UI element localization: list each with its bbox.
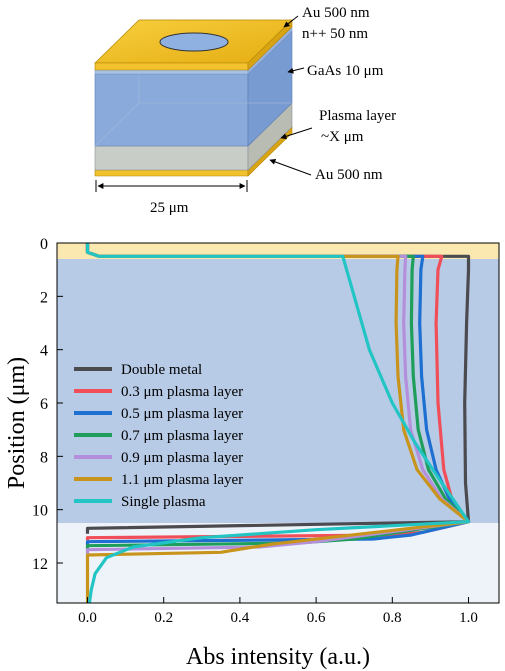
y-tick-label-4: 8	[40, 449, 48, 466]
arrow-top-gold	[283, 15, 299, 28]
x-axis-ticks: 0.0 0.2 0.4 0.6 0.8 1.0	[78, 597, 478, 626]
x-tick-label-5: 1.0	[459, 610, 478, 626]
legend-label-6: Single plasma	[121, 494, 206, 510]
chart: 0.0 0.2 0.4 0.6 0.8 1.0 0 2 4 6 8 10 12 Double meta…	[4, 236, 500, 670]
device-diagram: Au 500 nm n++ 50 nm GaAs 10 μm Plasma la…	[94, 5, 396, 216]
top-gold-side	[247, 19, 293, 71]
label-bottom-gold: Au 500 nm	[315, 167, 383, 183]
legend-label-2: 0.5 μm plasma layer	[121, 406, 243, 422]
top-aperture	[159, 32, 229, 52]
x-tick-label-3: 0.6	[307, 610, 326, 626]
label-plasma-thickness: ~X μm	[321, 129, 364, 145]
x-axis-title: Abs intensity (a.u.)	[186, 644, 370, 670]
legend-label-5: 1.1 μm plasma layer	[121, 472, 243, 488]
series-lines	[85, 243, 471, 604]
label-width: 25 μm	[150, 200, 189, 216]
y-tick-label-3: 6	[40, 396, 48, 413]
plasma-layer-front	[94, 145, 249, 171]
x-tick-label-2: 0.4	[231, 610, 250, 626]
top-gold-front	[94, 62, 249, 71]
legend-label-0: Double metal	[121, 362, 202, 378]
arrow-plasma	[280, 127, 313, 140]
series-line-6	[85, 243, 471, 604]
label-contact: n++ 50 nm	[302, 26, 368, 42]
x-tick-label-0: 0.0	[78, 610, 97, 626]
x-tick-label-4: 0.8	[383, 610, 402, 626]
bottom-gold-front	[94, 169, 249, 177]
label-plasma: Plasma layer	[319, 108, 396, 124]
legend-label-1: 0.3 μm plasma layer	[121, 384, 243, 400]
gaas-back-diagonal	[94, 102, 140, 147]
y-axis-ticks: 0 2 4 6 8 10 12	[32, 236, 63, 573]
x-tick-label-1: 0.2	[154, 610, 173, 626]
legend: Double metal 0.3 μm plasma layer 0.5 μm pl…	[74, 362, 243, 510]
label-top-gold: Au 500 nm	[302, 5, 370, 21]
y-tick-label-6: 12	[32, 556, 48, 573]
y-tick-label-5: 10	[32, 503, 48, 520]
arrow-active	[287, 67, 305, 74]
legend-label-3: 0.7 μm plasma layer	[121, 428, 243, 444]
y-tick-label-2: 4	[40, 343, 48, 360]
y-axis-title: Position (μm)	[4, 357, 30, 489]
y-tick-label-0: 0	[40, 236, 48, 253]
contact-layer-front	[94, 69, 249, 75]
label-active: GaAs 10 μm	[307, 63, 384, 79]
y-tick-label-1: 2	[40, 289, 48, 306]
gaas-layer-front	[94, 73, 249, 147]
legend-label-4: 0.9 μm plasma layer	[121, 450, 243, 466]
arrow-bottom-gold	[269, 159, 312, 176]
plot-frame	[56, 242, 500, 604]
